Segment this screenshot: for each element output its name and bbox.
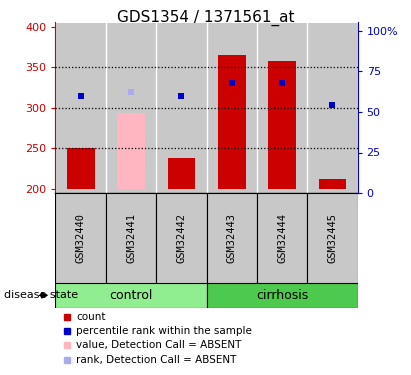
Bar	[206, 193, 257, 283]
Bar	[168, 158, 195, 189]
Bar	[67, 148, 95, 189]
Bar	[64, 328, 70, 334]
Bar	[307, 22, 358, 193]
Bar	[268, 61, 296, 189]
Text: percentile rank within the sample: percentile rank within the sample	[76, 326, 252, 336]
Bar	[106, 193, 156, 283]
Bar	[64, 357, 70, 363]
Text: control: control	[109, 289, 153, 302]
Bar	[64, 314, 70, 320]
Text: GSM32444: GSM32444	[277, 213, 287, 263]
Bar	[156, 193, 206, 283]
Bar	[307, 193, 358, 283]
Bar	[55, 193, 106, 283]
Text: GSM32442: GSM32442	[176, 213, 186, 263]
Text: GSM32441: GSM32441	[126, 213, 136, 263]
Text: GSM32440: GSM32440	[76, 213, 85, 263]
Text: GSM32445: GSM32445	[328, 213, 337, 263]
Bar	[55, 22, 106, 193]
Text: cirrhosis: cirrhosis	[256, 289, 308, 302]
Bar	[117, 112, 145, 189]
Bar	[106, 22, 156, 193]
Bar	[218, 55, 245, 189]
Text: disease state: disease state	[4, 290, 78, 300]
Text: GDS1354 / 1371561_at: GDS1354 / 1371561_at	[117, 9, 294, 26]
Bar	[319, 179, 346, 189]
Bar	[257, 193, 307, 283]
Bar	[206, 283, 358, 308]
Bar	[206, 22, 257, 193]
Text: GSM32443: GSM32443	[227, 213, 237, 263]
Bar	[156, 22, 206, 193]
Text: count: count	[76, 312, 106, 322]
Bar	[55, 283, 206, 308]
Text: rank, Detection Call = ABSENT: rank, Detection Call = ABSENT	[76, 355, 237, 364]
Text: value, Detection Call = ABSENT: value, Detection Call = ABSENT	[76, 340, 242, 350]
Bar	[64, 342, 70, 348]
Bar	[257, 22, 307, 193]
